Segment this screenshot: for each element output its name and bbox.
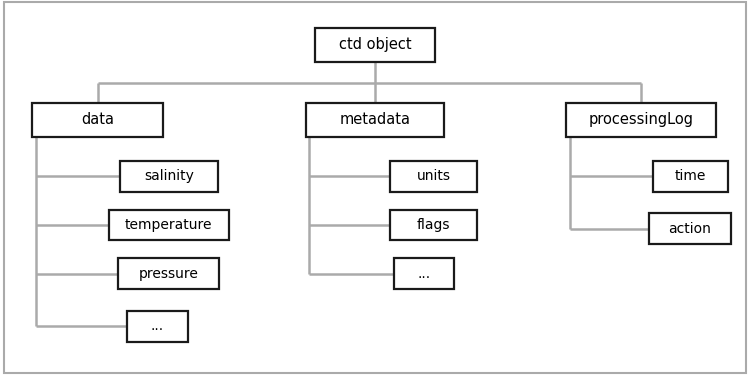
FancyBboxPatch shape (394, 258, 454, 289)
Text: pressure: pressure (139, 267, 199, 281)
Text: ctd object: ctd object (339, 38, 411, 52)
FancyBboxPatch shape (120, 161, 218, 192)
FancyBboxPatch shape (109, 210, 229, 240)
FancyBboxPatch shape (128, 311, 188, 342)
FancyBboxPatch shape (390, 161, 477, 192)
FancyBboxPatch shape (566, 103, 716, 137)
Text: units: units (416, 169, 451, 183)
FancyBboxPatch shape (652, 161, 728, 192)
Text: flags: flags (417, 218, 450, 232)
Text: temperature: temperature (125, 218, 212, 232)
Text: data: data (81, 112, 114, 128)
FancyBboxPatch shape (390, 210, 477, 240)
Text: processingLog: processingLog (589, 112, 694, 128)
FancyBboxPatch shape (649, 213, 731, 244)
Text: salinity: salinity (144, 169, 194, 183)
Text: time: time (674, 169, 706, 183)
FancyBboxPatch shape (32, 103, 164, 137)
Text: metadata: metadata (340, 112, 410, 128)
Text: ...: ... (417, 267, 430, 281)
Text: action: action (668, 222, 712, 236)
FancyBboxPatch shape (118, 258, 219, 289)
FancyBboxPatch shape (315, 28, 435, 62)
FancyBboxPatch shape (306, 103, 444, 137)
Text: ...: ... (151, 319, 164, 333)
